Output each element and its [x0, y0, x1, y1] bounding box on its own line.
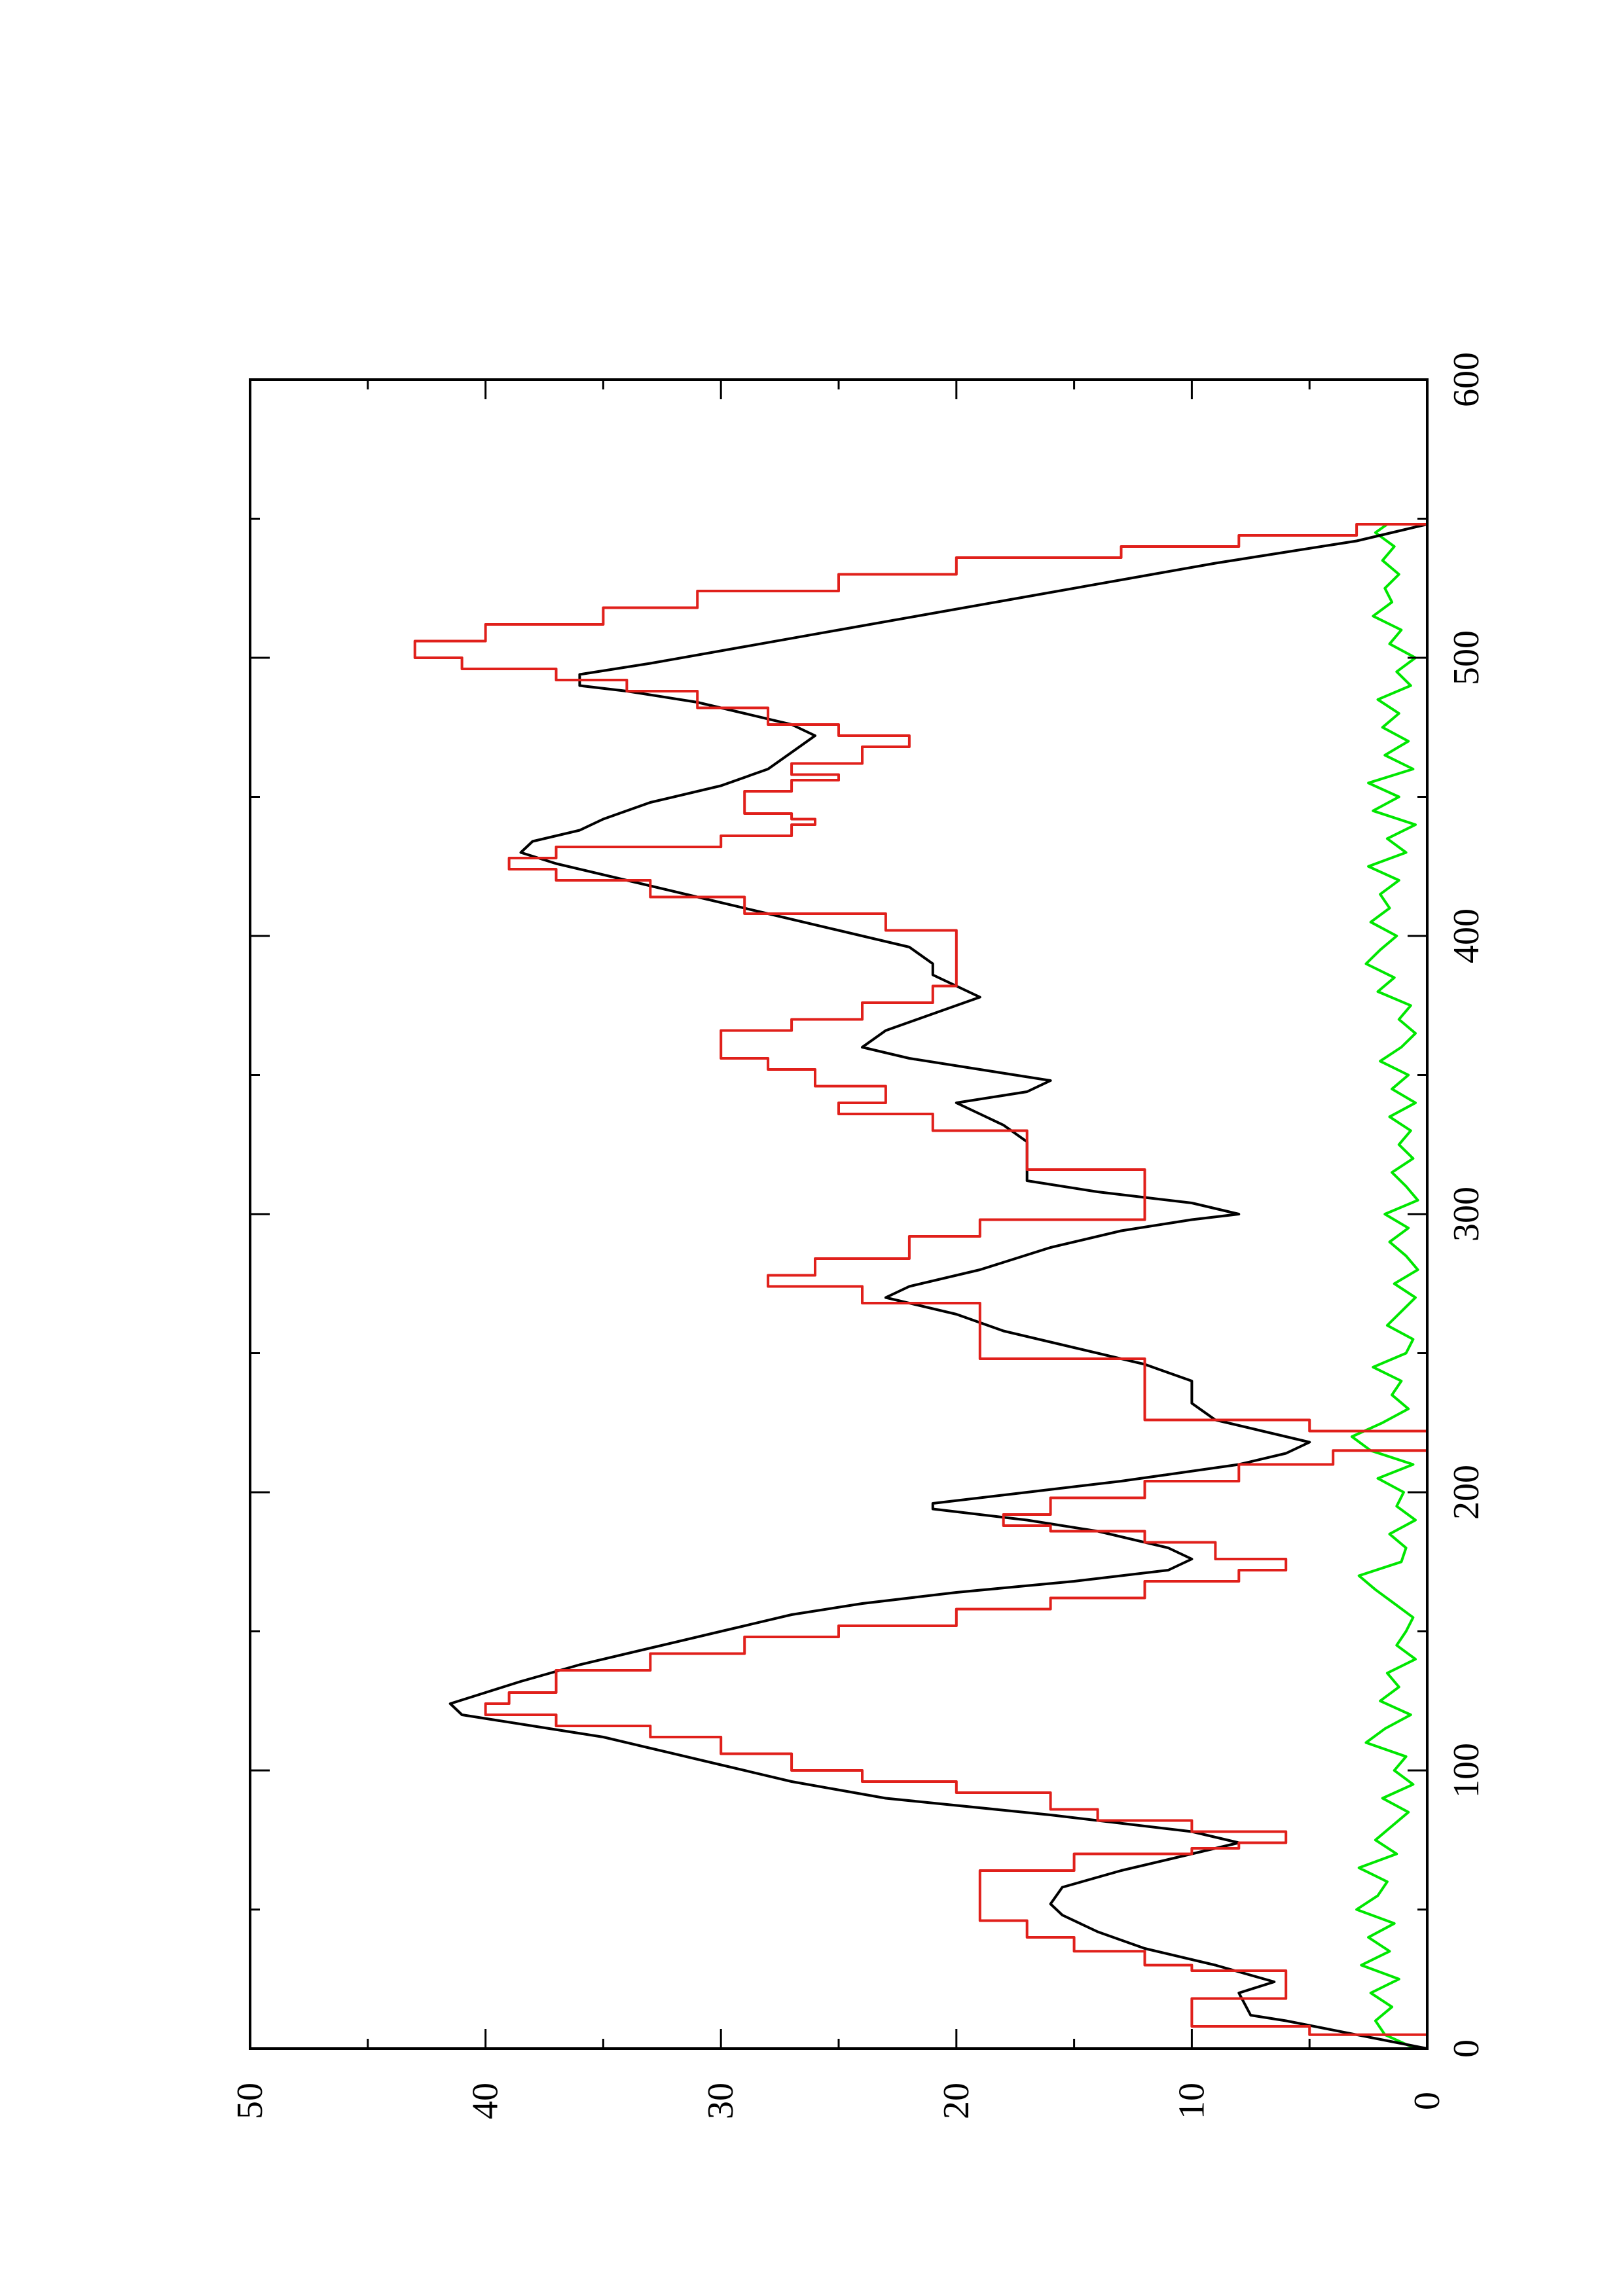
y-tick-label-4: 40	[465, 2083, 506, 2119]
x-tick-label-1: 100	[1446, 1743, 1487, 1798]
y-tick-label-0: 0	[1407, 2092, 1448, 2110]
x-tick-label-3: 300	[1446, 1187, 1487, 1242]
series-line-3	[1350, 523, 1419, 2050]
series-line-2	[413, 523, 1429, 2049]
x-tick-label-2: 200	[1446, 1465, 1487, 1520]
y-tick-label-1: 10	[1171, 2083, 1212, 2119]
y-tick-label-5: 50	[230, 2083, 270, 2119]
y-tick-label-2: 20	[936, 2083, 977, 2119]
series-layer	[413, 523, 1429, 2050]
tick-label-layer: 0 100 200 300 400 500 600 0 10 20 30 40 50	[230, 352, 1487, 2119]
series-line-1	[448, 523, 1428, 2050]
x-tick-label-5: 500	[1446, 630, 1487, 685]
x-tick-label-0: 0	[1446, 2039, 1487, 2058]
y-tick-label-3: 30	[701, 2083, 741, 2119]
tick-layer	[249, 378, 1429, 2050]
x-tick-label-4: 400	[1446, 908, 1487, 963]
x-tick-label-6: 600	[1446, 352, 1487, 407]
